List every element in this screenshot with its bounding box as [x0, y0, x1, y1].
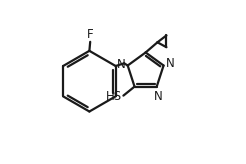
- Text: F: F: [87, 28, 94, 41]
- Text: N: N: [166, 57, 174, 70]
- Text: N: N: [117, 58, 125, 71]
- Text: N: N: [154, 90, 163, 102]
- Text: HS: HS: [106, 90, 122, 103]
